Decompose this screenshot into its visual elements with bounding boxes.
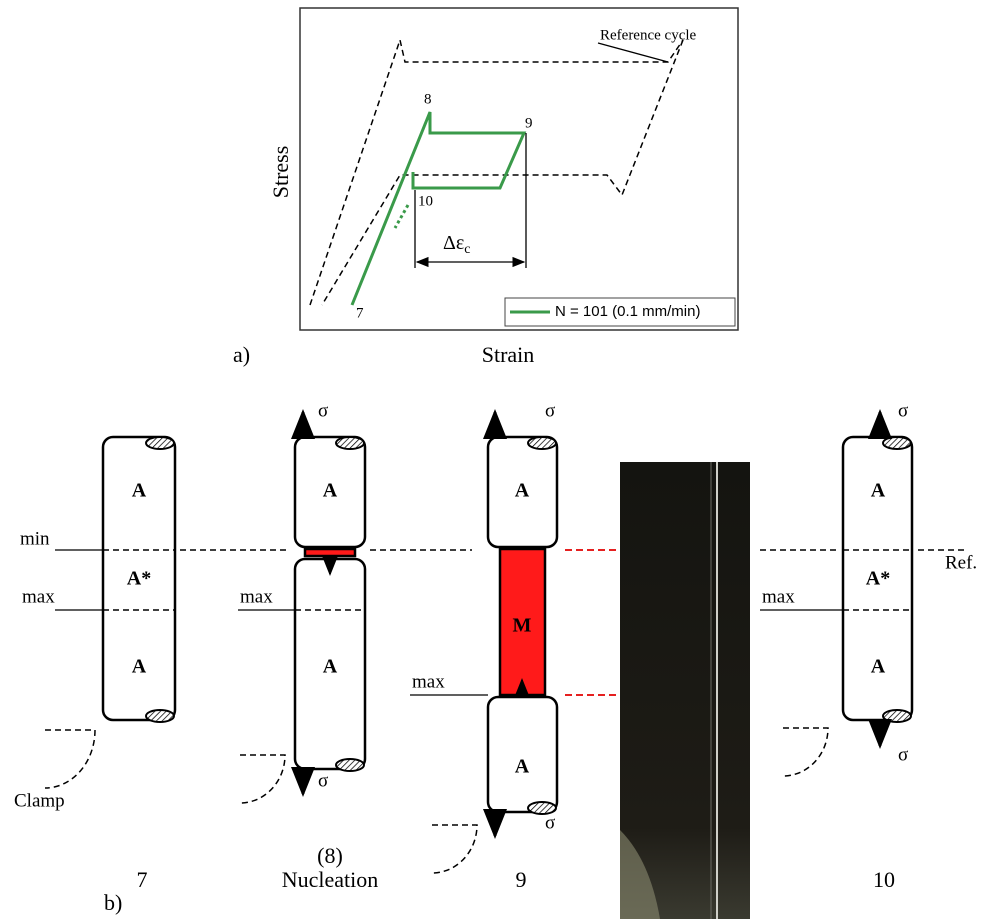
- caption-subtitle: Nucleation: [282, 867, 379, 892]
- stress-symbol: σ: [898, 400, 908, 421]
- zone-label: A: [323, 480, 338, 502]
- ref-label: Ref.: [945, 552, 977, 573]
- delta-subscript: c: [464, 242, 470, 257]
- specimen: [45, 437, 175, 788]
- point-label: 10: [418, 193, 433, 209]
- legend-label: N = 101 (0.1 mm/min): [555, 303, 700, 320]
- zone-label: M: [513, 615, 532, 637]
- y-axis-label: Stress: [268, 146, 293, 199]
- stress-symbol: σ: [898, 744, 908, 765]
- zone-label: A: [132, 480, 147, 502]
- panel-label: a): [233, 342, 250, 367]
- zone-label: A*: [866, 568, 890, 590]
- point-label: 8: [424, 91, 432, 107]
- point-label: 7: [356, 305, 364, 321]
- level-label: max: [240, 586, 273, 607]
- stress-symbol: σ: [318, 770, 328, 791]
- reference-label: Reference cycle: [600, 27, 697, 43]
- level-label: max: [22, 586, 55, 607]
- caption: 7: [137, 867, 148, 892]
- caption: (8): [317, 843, 343, 868]
- stress-symbol: σ: [318, 400, 328, 421]
- photo: [620, 462, 750, 919]
- stress-symbol: σ: [545, 400, 555, 421]
- stress-symbol: σ: [545, 812, 555, 833]
- x-axis-label: Strain: [482, 342, 535, 367]
- level-label: max: [762, 586, 795, 607]
- specimen: [238, 412, 365, 803]
- zone-label: A: [515, 756, 530, 778]
- caption: 9: [516, 867, 527, 892]
- point-label: 9: [525, 115, 533, 131]
- delta-symbol: Δε: [443, 232, 464, 254]
- level-label: max: [412, 671, 445, 692]
- zone-label: A: [871, 656, 886, 678]
- zone-label: A: [871, 480, 886, 502]
- clamp-label: Clamp: [14, 790, 65, 811]
- figure: Reference cycle 8 9 10 7 Δεc N = 101 (0.…: [0, 0, 988, 919]
- zone-label: A: [132, 656, 147, 678]
- zone-label: A: [323, 656, 338, 678]
- zone-label: A*: [127, 568, 151, 590]
- zone-label: A: [515, 480, 530, 502]
- caption: 10: [873, 867, 895, 892]
- panel-label: b): [104, 890, 122, 915]
- level-label: min: [20, 528, 50, 549]
